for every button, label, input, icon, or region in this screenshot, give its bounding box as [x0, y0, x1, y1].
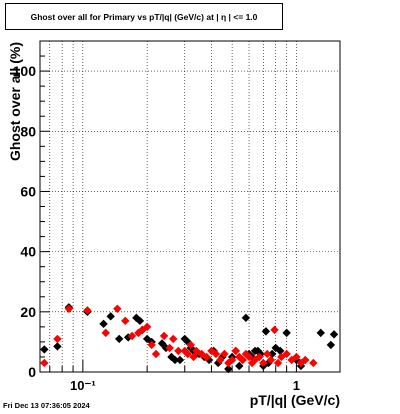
data-point-series-2 — [244, 352, 254, 362]
grid-lines — [40, 41, 340, 372]
data-point-series-1 — [132, 313, 141, 323]
data-point-series-2 — [147, 340, 156, 350]
data-point-series-2 — [101, 328, 110, 338]
data-point-series-2 — [174, 346, 183, 356]
data-point-series-2 — [270, 325, 279, 335]
data-point-series-1 — [99, 319, 108, 329]
timestamp: Fri Dec 13 07:36:05 2024 — [3, 401, 90, 410]
data-point-series-1 — [316, 328, 325, 338]
data-point-series-2 — [216, 355, 225, 365]
data-point-series-1 — [115, 334, 124, 344]
data-point-series-2 — [238, 355, 247, 365]
data-point-series-2 — [273, 358, 283, 368]
data-point-series-2 — [159, 331, 169, 341]
data-point-series-2 — [121, 316, 130, 326]
plot-frame — [39, 40, 341, 373]
data-point-series-1 — [329, 330, 339, 339]
data-point-series-2 — [292, 352, 301, 362]
data-point-series-2 — [142, 322, 152, 332]
data-point-series-1 — [326, 340, 336, 350]
data-point-series-2 — [263, 349, 272, 359]
data-point-series-2 — [127, 331, 137, 341]
y-tick-label: 40 — [20, 244, 36, 260]
data-point-series-2 — [227, 355, 237, 365]
data-point-series-1 — [267, 349, 277, 359]
data-point-series-1 — [282, 328, 291, 338]
data-point-series-1 — [261, 327, 271, 336]
y-tick-label: 80 — [20, 123, 36, 139]
y-axis-label: Ghost over all (%) — [7, 42, 23, 161]
data-point-series-2 — [282, 349, 291, 359]
chart-title: Ghost over all for Primary vs pT/|q| (Ge… — [5, 3, 283, 30]
data-point-series-1 — [106, 312, 115, 321]
data-point-series-2 — [151, 349, 161, 359]
data-point-series-2 — [220, 349, 229, 359]
data-point-series-2 — [231, 346, 240, 356]
data-point-series-1 — [53, 342, 62, 351]
data-point-series-2 — [309, 358, 318, 368]
x-tick-label: 1 — [293, 378, 300, 393]
data-point-series-2 — [259, 358, 268, 368]
data-point-series-2 — [202, 352, 211, 362]
data-point-series-1 — [40, 345, 49, 354]
y-tick-label: 60 — [20, 183, 36, 199]
data-point-series-1 — [276, 346, 285, 356]
axes: 0 20 40 60 80 100 10⁻¹ 1pT/|q| (GeV/c) Ghost ove… — [7, 40, 340, 408]
data-point-series-2 — [83, 306, 92, 315]
data-point-series-2 — [64, 304, 74, 314]
data-point-series-1 — [175, 355, 185, 365]
data-point-series-2 — [255, 352, 264, 362]
x-axis-label: pT/|q| (GeV/c) — [250, 392, 340, 408]
data-point-series-2 — [211, 349, 221, 359]
data-point-series-1 — [235, 361, 244, 371]
data-point-series-2 — [186, 340, 195, 350]
y-tick-label: 100 — [13, 63, 37, 79]
data-point-series-2 — [113, 304, 122, 314]
y-tick-label: 20 — [20, 304, 36, 320]
data-point-series-1 — [224, 364, 233, 374]
data-point-series-2 — [301, 355, 310, 365]
data-point-series-2 — [169, 334, 178, 344]
data-point-series-2 — [53, 334, 62, 344]
data-point-series-2 — [189, 352, 198, 362]
y-tick-label: 0 — [28, 364, 36, 380]
data-point-series-2 — [266, 355, 276, 365]
data-point-series-1 — [241, 313, 251, 323]
data-point-series-1 — [135, 316, 145, 326]
data-point-series-2 — [165, 343, 174, 353]
data-point-series-1 — [170, 355, 180, 365]
data-point-series-2 — [183, 349, 192, 359]
data-point-series-2 — [40, 358, 49, 368]
x-tick-label: 10⁻¹ — [70, 378, 96, 393]
data-points — [40, 303, 339, 374]
